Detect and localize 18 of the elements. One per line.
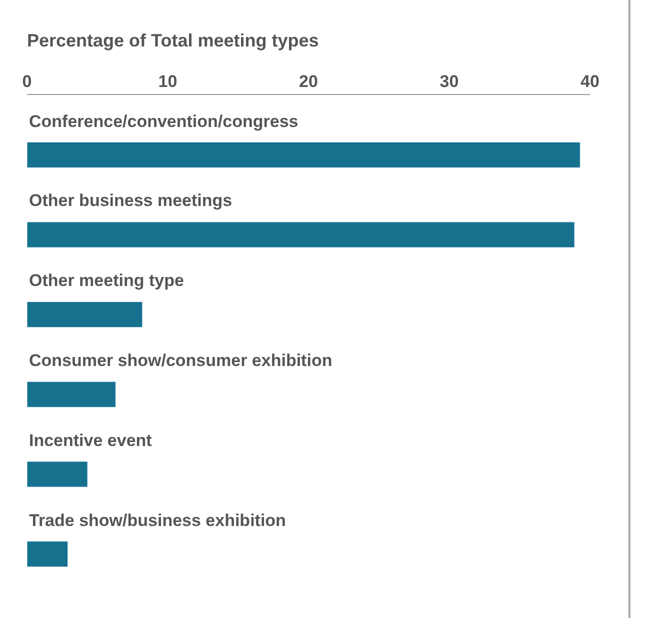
y-tick-label: Conference/convention/congress [29,112,298,131]
bar [27,302,143,328]
bar [27,222,575,248]
y-tick-label: Incentive event [29,431,152,450]
x-tick-label: 10 [158,72,178,92]
bar [27,541,68,568]
y-tick-label: Other business meetings [29,191,232,210]
bar [27,142,580,168]
bar [27,461,88,488]
x-tick-label: 30 [440,72,459,92]
y-tick-label: Trade show/business exhibition [29,511,286,530]
x-tick-label: 40 [580,72,600,92]
y-tick-label: Consumer show/consumer exhibition [29,351,332,370]
bar [27,381,116,408]
x-tick-label: 0 [22,72,32,92]
y-tick-label: Other meeting type [29,271,184,290]
x-tick-label: 20 [299,72,318,92]
chart-title: Percentage of Total meeting types [27,30,319,51]
